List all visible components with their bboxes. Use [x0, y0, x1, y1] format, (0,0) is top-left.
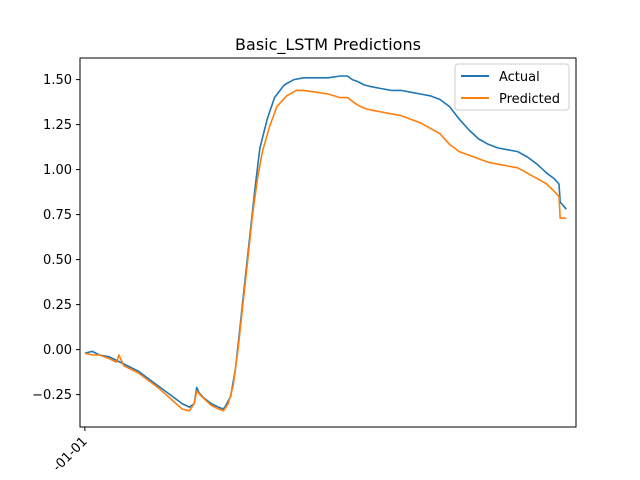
y-tick-label: 1.50	[43, 73, 72, 88]
chart-title: Basic_LSTM Predictions	[235, 35, 421, 55]
y-tick-label: 0.00	[43, 343, 72, 358]
series-line-predicted	[84, 89, 567, 412]
legend: Actual Predicted	[454, 63, 570, 111]
y-tick-label: 0.50	[43, 253, 72, 268]
legend-label-predicted: Predicted	[499, 92, 560, 107]
series-line-actual	[84, 75, 567, 410]
legend-label-actual: Actual	[499, 70, 540, 85]
y-tick-label: 1.25	[43, 118, 72, 133]
axes-frame	[79, 57, 577, 428]
y-tick-label: 0.75	[43, 208, 72, 223]
y-tick-label: 0.25	[43, 298, 72, 313]
series-group	[84, 75, 567, 412]
y-tick-label: 1.00	[43, 163, 72, 178]
y-tick-label: −0.25	[32, 388, 72, 403]
